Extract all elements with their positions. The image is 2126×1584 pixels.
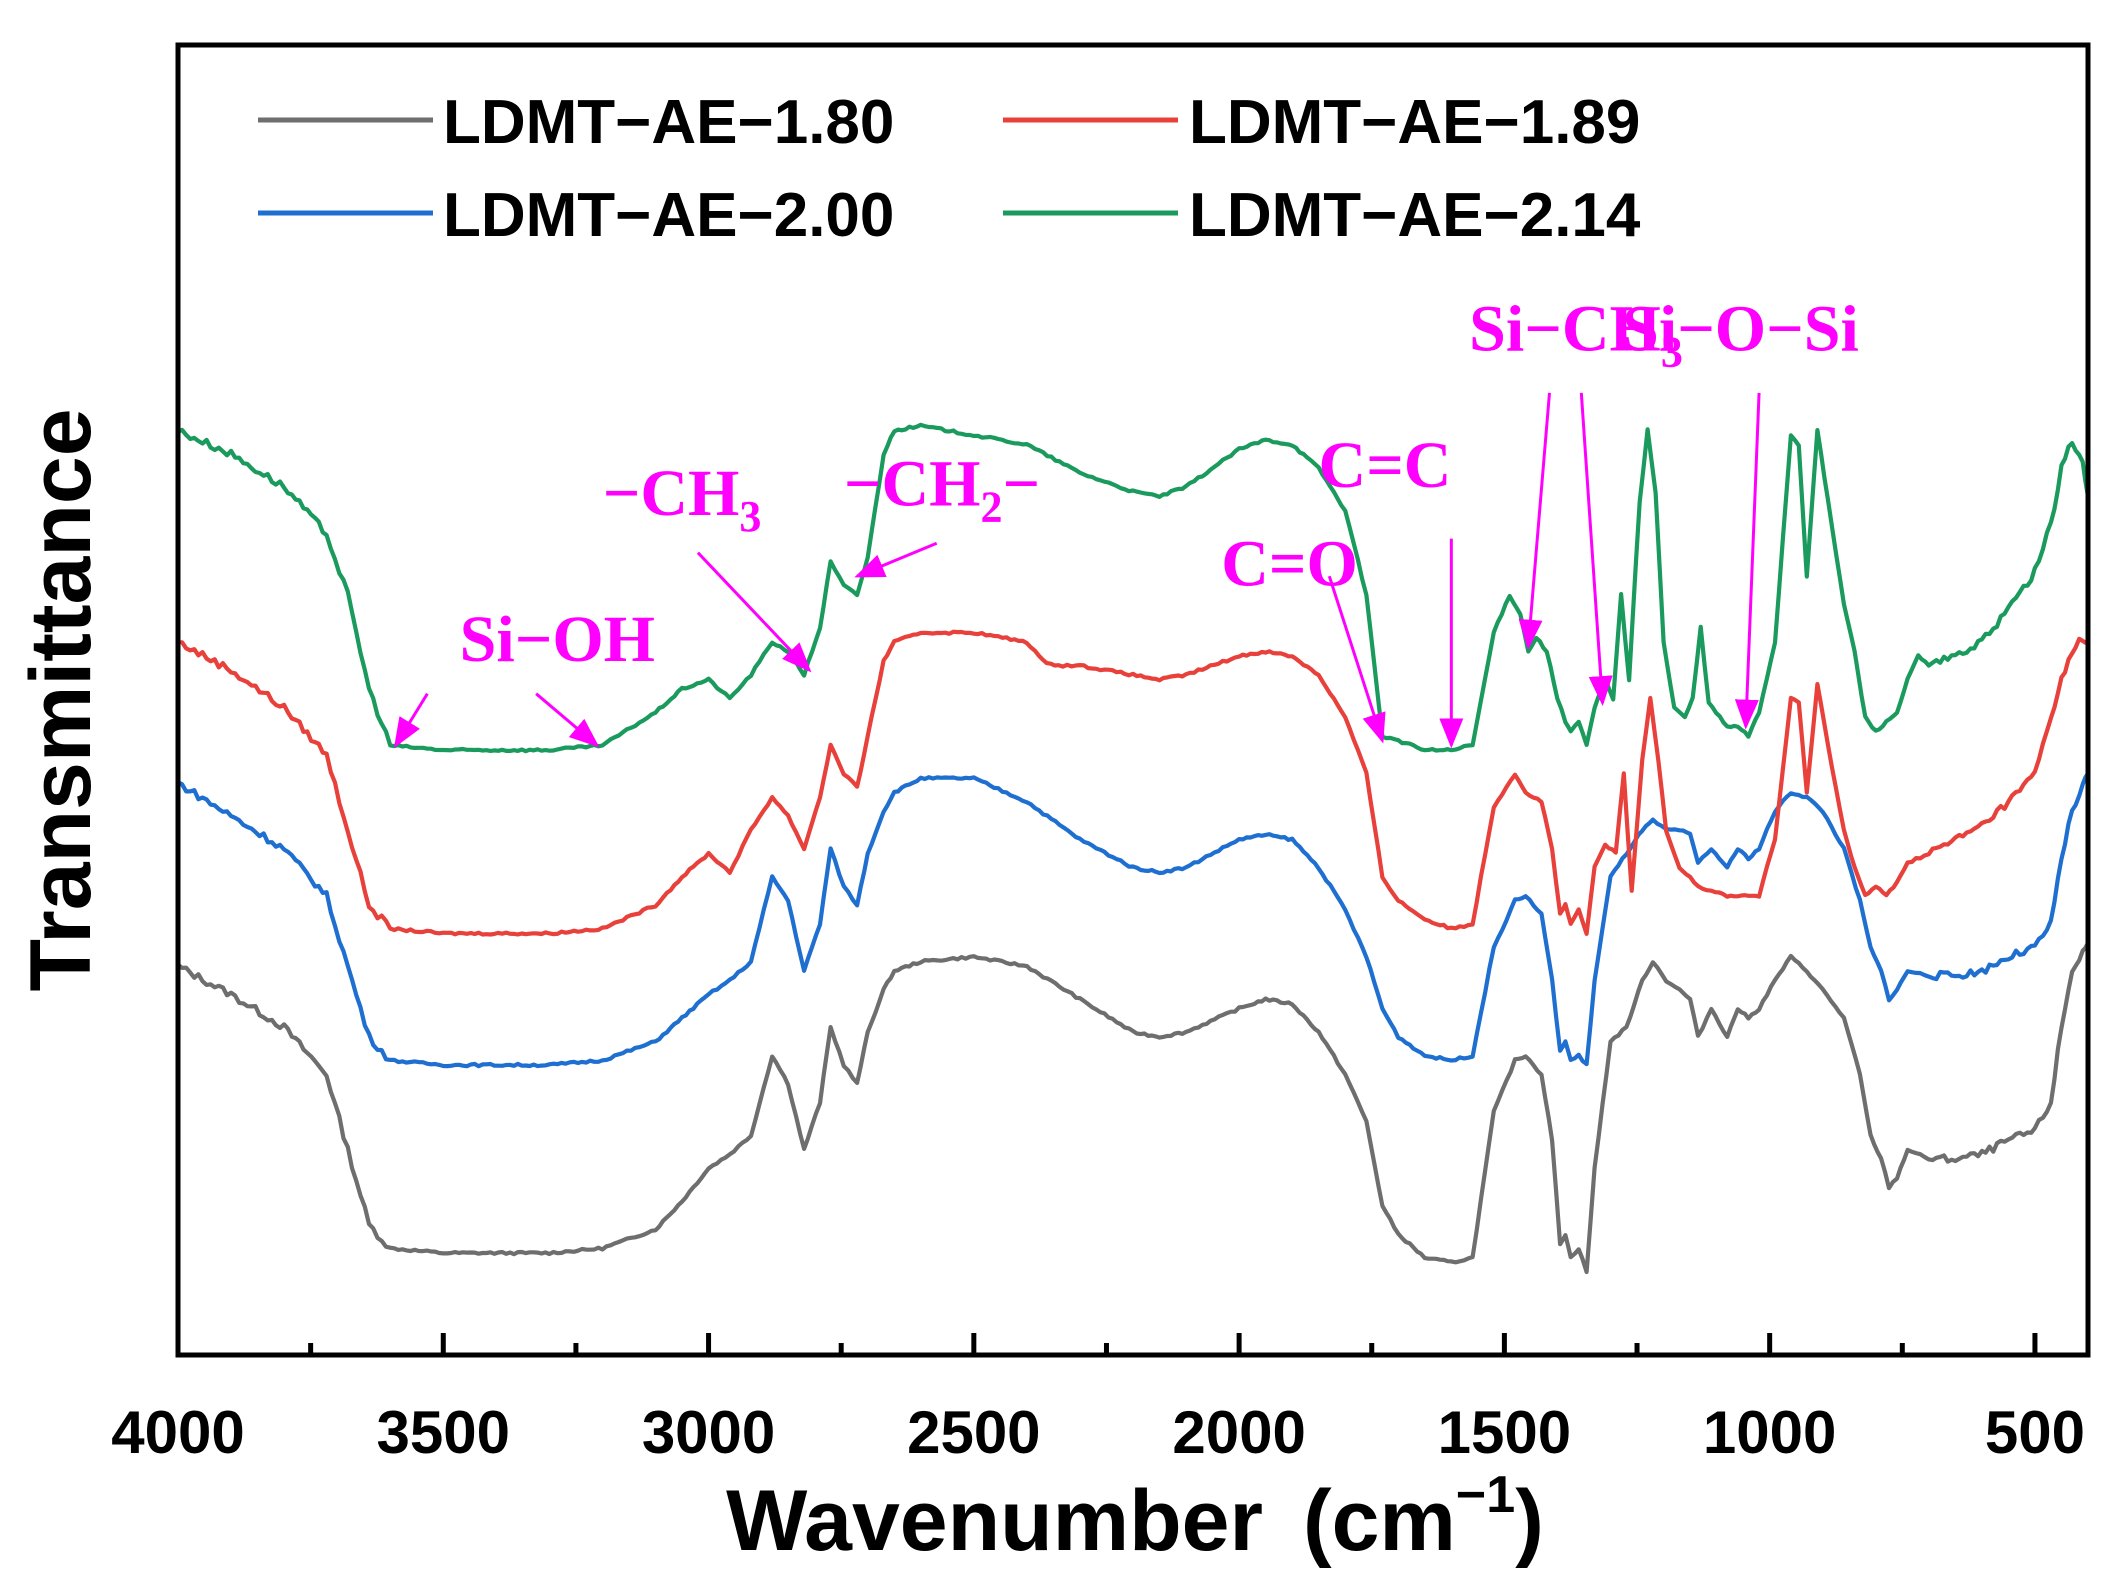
annotation-arrow-si-oh-1 — [393, 692, 429, 748]
x-axis-title-unit-sup: −1 — [1456, 1466, 1515, 1524]
y-axis-title: Transmittance — [13, 408, 109, 991]
annotation-ch3: −CH3 — [603, 457, 762, 541]
legend-label-1: LDMT−AE−1.80 — [443, 88, 894, 157]
legend-label-3: LDMT−AE−2.00 — [443, 181, 894, 250]
x-tick-label: 500 — [1985, 1399, 2085, 1466]
legend: LDMT−AE−1.80 LDMT−AE−1.89 LDMT−AE−2.00 L… — [258, 88, 1641, 250]
annotation-arrow-sich3-1 — [1518, 392, 1551, 650]
tick-layer: 4000 3500 3000 2500 2000 1500 1000 500 — [111, 1333, 2085, 1466]
x-tick-label: 3000 — [642, 1399, 775, 1466]
annotation-arrow-ch2-1 — [854, 541, 938, 578]
annotation-arrow-sich3-2 — [1579, 392, 1613, 707]
legend-label-4: LDMT−AE−2.14 — [1189, 181, 1641, 250]
annotation-ch2: −CH2− — [844, 448, 1040, 532]
annotation-co: C=O — [1221, 528, 1358, 601]
annotation-sich3: Si−CH3 — [1469, 293, 1683, 377]
series-line-2 — [177, 772, 2090, 1069]
x-axis-title-unit: (cm — [1303, 1473, 1456, 1569]
annotation-arrow-si-oh-2 — [535, 692, 600, 748]
annotation-arrow-siosi-1 — [1734, 392, 1761, 730]
legend-label-2: LDMT−AE−1.89 — [1189, 88, 1640, 157]
x-tick-label: 1000 — [1703, 1399, 1836, 1466]
annotation-arrow-co-1 — [1327, 575, 1386, 744]
x-tick-label: 2000 — [1172, 1399, 1305, 1466]
annotation-arrow-ch3-1 — [696, 551, 812, 673]
x-tick-label: 1500 — [1438, 1399, 1571, 1466]
x-axis-title-main: Wavenumber — [726, 1473, 1263, 1569]
annotation-cc: C=C — [1319, 429, 1452, 502]
series-layer — [176, 422, 2091, 1275]
x-tick-label: 4000 — [111, 1399, 244, 1466]
x-axis-title-unit-close: ) — [1515, 1473, 1544, 1569]
series-line-1 — [176, 941, 2090, 1275]
x-tick-label: 3500 — [377, 1399, 510, 1466]
annotation-si-oh: Si−OH — [460, 603, 655, 676]
series-line-3 — [178, 629, 2089, 937]
series-line-4 — [177, 422, 2091, 754]
x-axis-title: Wavenumber (cm−1) — [726, 1466, 1544, 1569]
annotation-siosi: Si−O−Si — [1622, 293, 1859, 366]
plot-frame — [175, 42, 2091, 1358]
x-tick-label: 2500 — [907, 1399, 1040, 1466]
